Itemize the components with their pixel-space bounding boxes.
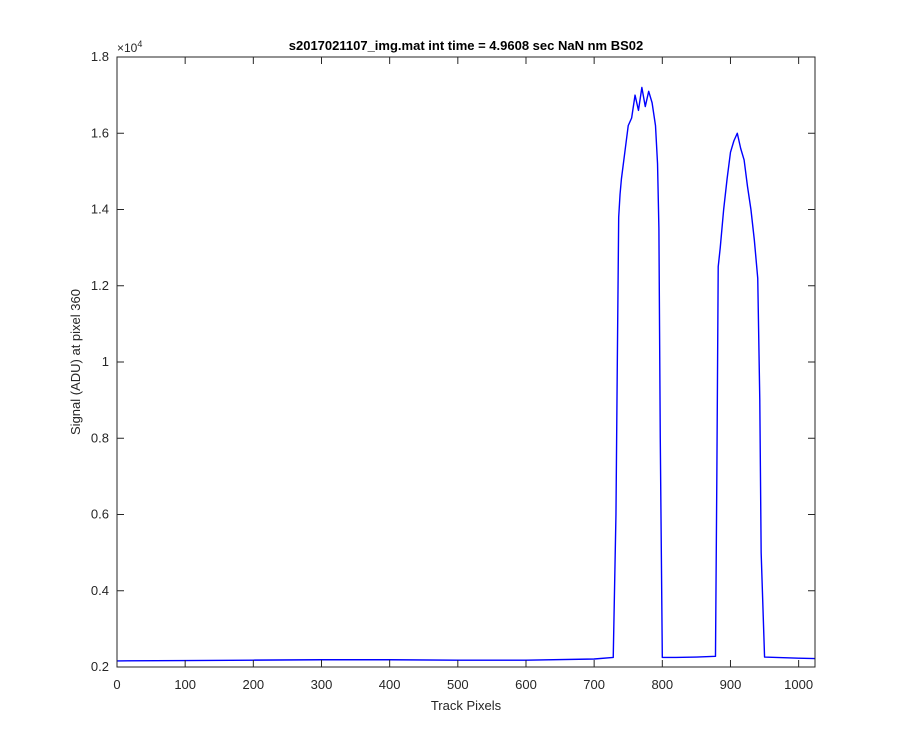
x-axis-label: Track Pixels <box>431 698 502 713</box>
y-tick-label: 0.2 <box>91 659 109 674</box>
x-tick-label: 500 <box>447 677 469 692</box>
svg-text:×104: ×104 <box>117 39 142 55</box>
axes-box <box>116 56 816 668</box>
x-tick-label: 0 <box>113 677 120 692</box>
chart-title: s2017021107_img.mat int time = 4.9608 se… <box>289 38 643 53</box>
x-tick-label: 400 <box>379 677 401 692</box>
y-exponent-label: ×104 <box>117 39 142 55</box>
x-tick-label: 700 <box>583 677 605 692</box>
y-tick-label: 0.6 <box>91 507 109 522</box>
x-tick-label: 1000 <box>784 677 813 692</box>
x-tick-label: 600 <box>515 677 537 692</box>
y-tick-label: 0.4 <box>91 583 109 598</box>
x-tick-label: 900 <box>720 677 742 692</box>
y-tick-label: 1.4 <box>91 202 109 217</box>
y-tick-label: 1.2 <box>91 278 109 293</box>
y-tick-label: 1 <box>102 354 109 369</box>
y-tick-label: 0.8 <box>91 430 109 445</box>
y-axis-label: Signal (ADU) at pixel 360 <box>68 289 83 435</box>
x-tick-label: 300 <box>311 677 333 692</box>
y-tick-label: 1.8 <box>91 49 109 64</box>
y-tick-label: 1.6 <box>91 125 109 140</box>
x-tick-label: 200 <box>242 677 264 692</box>
x-tick-label: 800 <box>651 677 673 692</box>
series-line-0 <box>116 86 816 662</box>
x-axis: 0 100 200 300 400 500 600 700 800 900 1000 <box>113 57 813 692</box>
x-tick-label: 100 <box>174 677 196 692</box>
y-axis: 0.2 0.4 0.6 0.8 1 1.2 1.4 1.6 1.8 <box>91 49 815 674</box>
y-exponent-base: ×10 <box>117 41 138 55</box>
y-exponent-power: 4 <box>137 39 142 49</box>
